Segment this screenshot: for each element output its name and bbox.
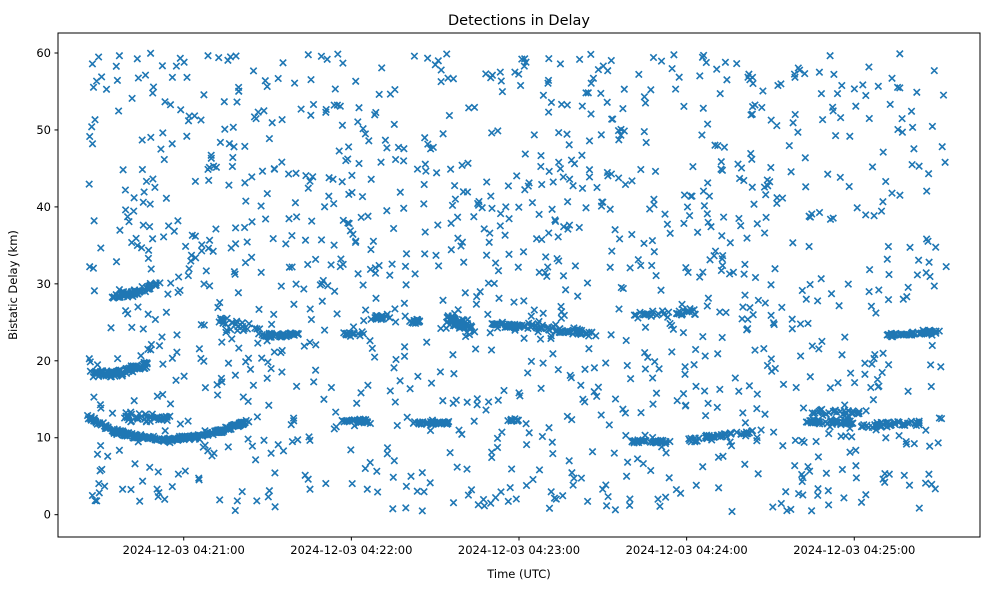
y-tick-label: 30: [36, 277, 51, 291]
y-tick-label: 60: [36, 46, 51, 60]
y-tick-label: 50: [36, 123, 51, 137]
y-tick-label: 0: [44, 508, 51, 522]
plot-title: Detections in Delay: [448, 13, 590, 29]
x-tick-label: 2024-12-03 04:21:00: [123, 543, 245, 557]
x-tick-label: 2024-12-03 04:22:00: [290, 543, 412, 557]
y-tick-label: 20: [36, 354, 51, 368]
x-tick-label: 2024-12-03 04:25:00: [793, 543, 915, 557]
plot-border: [57, 32, 981, 538]
y-tick-label: 10: [36, 431, 51, 445]
ticks-layer: 2024-12-03 04:21:00 2024-12-03 04:22:00 20…: [36, 46, 915, 557]
x-axis-label: Time (UTC): [486, 567, 551, 581]
x-tick-label: 2024-12-03 04:24:00: [626, 543, 748, 557]
y-axis-label: Bistatic Delay (km): [6, 230, 20, 340]
scatter-points-layer: [83, 49, 950, 516]
scatter-points: [83, 49, 950, 516]
x-tick-label: 2024-12-03 04:23:00: [458, 543, 580, 557]
y-tick-label: 40: [36, 200, 51, 214]
